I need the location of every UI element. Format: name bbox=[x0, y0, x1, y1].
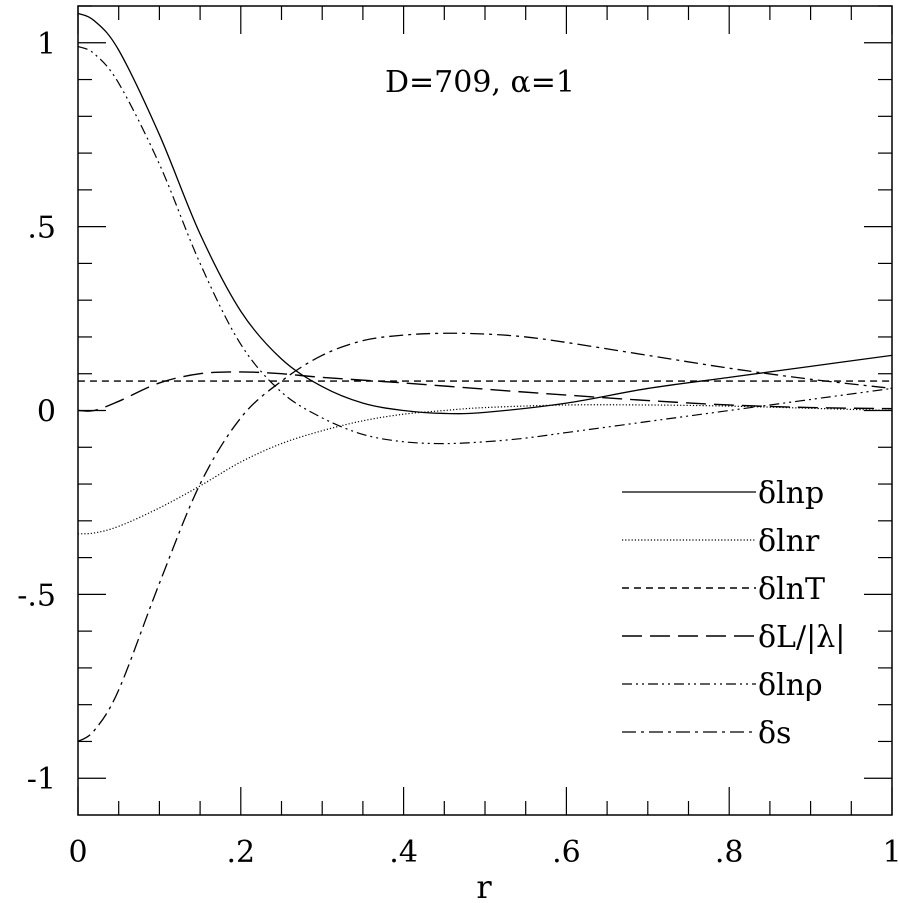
legend-label: δs bbox=[758, 716, 791, 751]
series-line-4 bbox=[77, 371, 893, 412]
y-tick-label: 0 bbox=[37, 395, 56, 430]
y-tick-label: 1 bbox=[37, 27, 56, 62]
x-tick-label: 0 bbox=[68, 835, 87, 870]
axis-ticks bbox=[77, 5, 893, 815]
legend: δlnp δlnr δlnT δL/|λ| δlnρ δs bbox=[622, 476, 845, 751]
x-tick-label: .2 bbox=[226, 835, 255, 870]
x-tick-label: 1 bbox=[882, 835, 899, 870]
x-tick-label: .4 bbox=[389, 835, 418, 870]
chart-annotation: D=709, α=1 bbox=[385, 65, 575, 100]
plot-frame bbox=[77, 5, 893, 816]
x-tick-label: .6 bbox=[552, 835, 581, 870]
legend-label: δlnT bbox=[758, 572, 825, 607]
series-line-5 bbox=[77, 45, 893, 445]
series-line-1 bbox=[77, 12, 893, 415]
legend-label: δlnr bbox=[758, 524, 820, 559]
y-tick-label: .5 bbox=[27, 211, 56, 246]
series-line-2 bbox=[77, 404, 893, 535]
y-tick-label: -.5 bbox=[17, 578, 56, 613]
tick-labels: 0 .2 .4 .6 .8 1 -1 -.5 0 .5 1 bbox=[17, 27, 899, 870]
legend-label: δL/|λ| bbox=[758, 620, 845, 655]
series-lines bbox=[77, 12, 893, 743]
x-axis-label: r bbox=[476, 868, 492, 903]
series-line-6 bbox=[77, 332, 893, 743]
x-tick-label: .8 bbox=[715, 835, 744, 870]
legend-label: δlnp bbox=[758, 476, 824, 511]
legend-label: δlnρ bbox=[758, 668, 823, 703]
y-tick-label: -1 bbox=[27, 762, 56, 797]
